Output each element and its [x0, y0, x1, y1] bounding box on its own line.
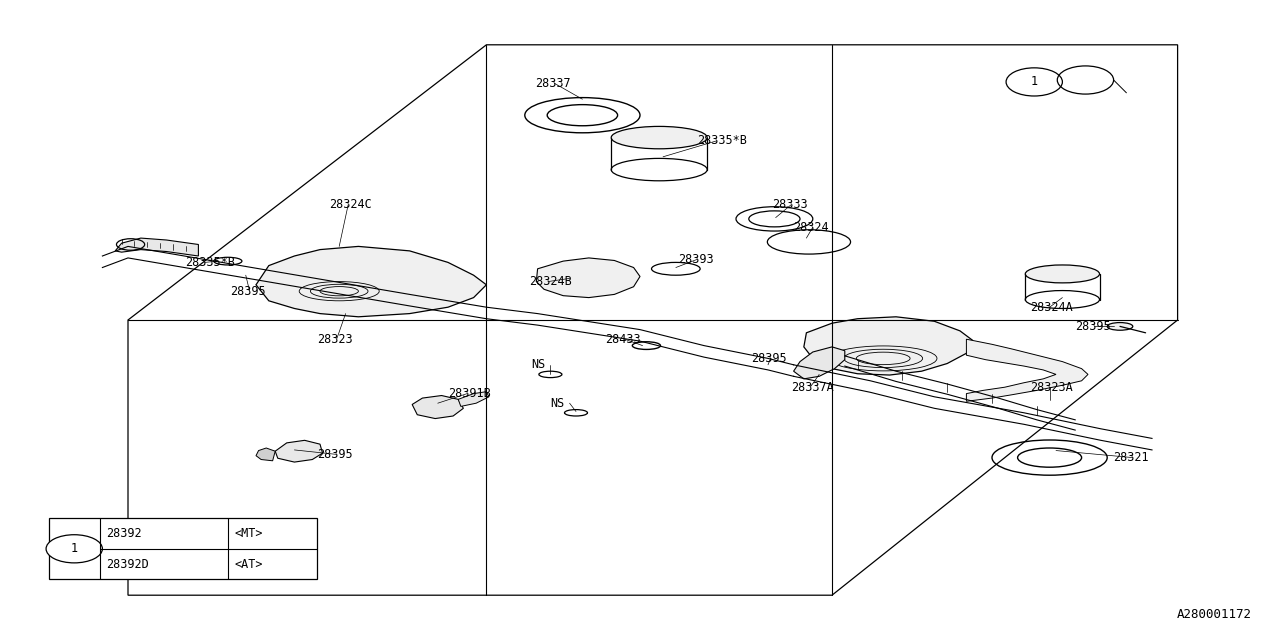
- Polygon shape: [458, 392, 489, 406]
- Text: 28333: 28333: [772, 198, 808, 211]
- Text: 28324B: 28324B: [529, 275, 571, 288]
- Text: NS: NS: [550, 397, 564, 410]
- Text: NS: NS: [531, 358, 545, 371]
- Text: 28324C: 28324C: [329, 198, 371, 211]
- Polygon shape: [256, 448, 275, 461]
- Ellipse shape: [1025, 265, 1100, 283]
- Polygon shape: [536, 258, 640, 298]
- Text: 28395: 28395: [1075, 320, 1111, 333]
- Polygon shape: [275, 440, 323, 462]
- Polygon shape: [256, 246, 486, 317]
- Ellipse shape: [612, 127, 708, 149]
- Text: A280001172: A280001172: [1176, 608, 1252, 621]
- Text: 28395: 28395: [751, 352, 787, 365]
- Text: 28392D: 28392D: [106, 557, 148, 570]
- Circle shape: [46, 535, 102, 563]
- Text: 1: 1: [70, 542, 78, 556]
- Polygon shape: [794, 347, 845, 379]
- Text: <MT>: <MT>: [234, 527, 262, 540]
- Text: 28433: 28433: [605, 333, 641, 346]
- Text: 28395: 28395: [317, 448, 353, 461]
- Ellipse shape: [1107, 323, 1133, 330]
- Text: 28324A: 28324A: [1030, 301, 1073, 314]
- Polygon shape: [804, 317, 973, 375]
- Text: 28335*B: 28335*B: [698, 134, 748, 147]
- Text: 28391B: 28391B: [448, 387, 490, 400]
- Text: 28337A: 28337A: [791, 381, 833, 394]
- Text: 28337: 28337: [535, 77, 571, 90]
- Text: 28324: 28324: [794, 221, 829, 234]
- Polygon shape: [115, 238, 198, 256]
- Text: 28392: 28392: [106, 527, 142, 540]
- Text: 28393: 28393: [678, 253, 714, 266]
- Text: 28395: 28395: [230, 285, 266, 298]
- Polygon shape: [966, 339, 1088, 401]
- Text: 28323: 28323: [317, 333, 353, 346]
- Text: 28321: 28321: [1114, 451, 1149, 464]
- Text: <AT>: <AT>: [234, 557, 262, 570]
- Text: 28335*B: 28335*B: [186, 256, 236, 269]
- Polygon shape: [412, 396, 463, 419]
- Text: 28323A: 28323A: [1030, 381, 1073, 394]
- Text: 1: 1: [1030, 76, 1038, 88]
- Bar: [49, 518, 317, 579]
